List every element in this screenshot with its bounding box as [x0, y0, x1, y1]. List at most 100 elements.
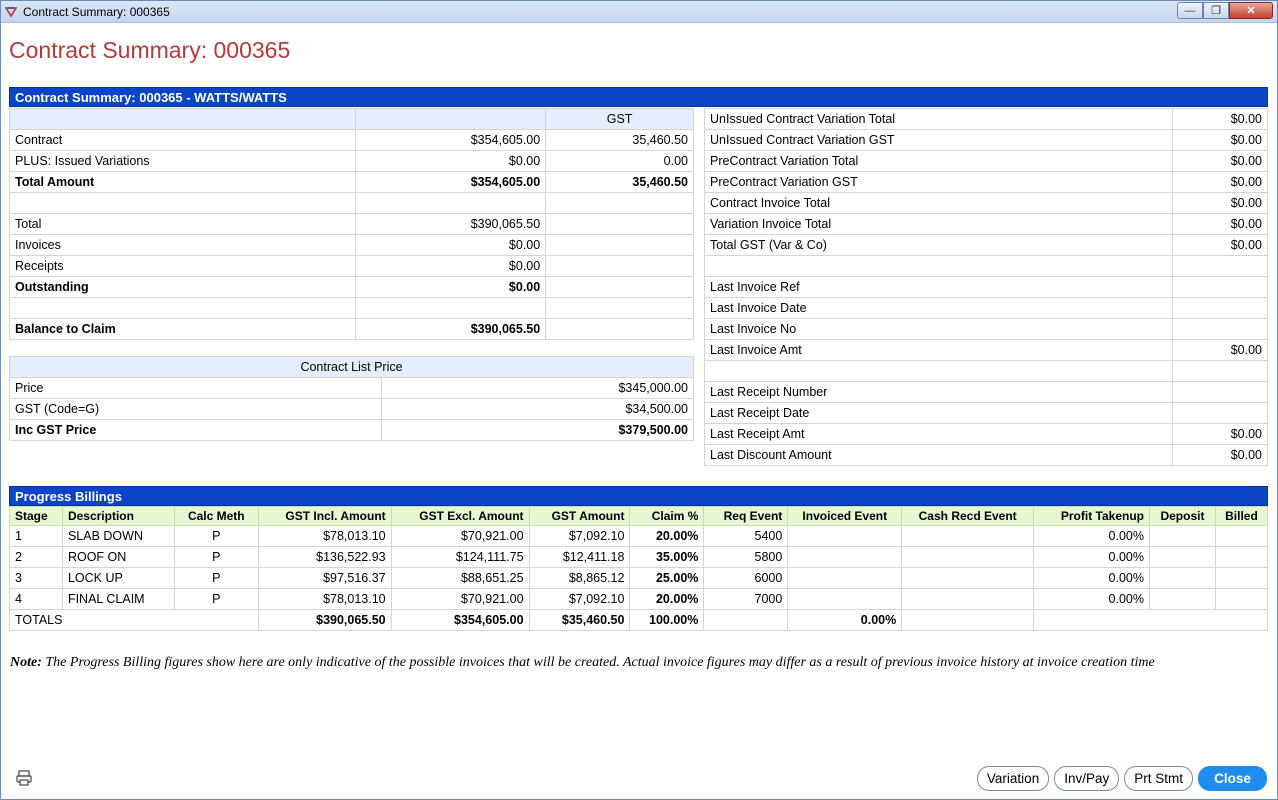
row-value: $0.00 — [1172, 171, 1268, 193]
table-row: Total $390,065.50 — [8, 213, 694, 235]
row-amount — [355, 192, 547, 214]
table-cell: P — [173, 525, 259, 547]
table-cell: LOCK UP — [61, 567, 175, 589]
table-cell: $88,651.25 — [390, 567, 530, 589]
table-row: Last Invoice No — [703, 318, 1268, 340]
row-value: $0.00 — [1172, 339, 1268, 361]
row-value: $0.00 — [1172, 192, 1268, 214]
table-cell: $78,013.10 — [257, 588, 392, 610]
table-cell — [1214, 525, 1269, 547]
row-label — [703, 255, 1174, 277]
window-title: Contract Summary: 000365 — [23, 4, 170, 19]
totals-cell — [901, 609, 1035, 631]
row-value — [1172, 402, 1268, 424]
totals-cell: $354,605.00 — [390, 609, 530, 631]
table-cell: FINAL CLAIM — [61, 588, 175, 610]
table-row — [703, 255, 1268, 277]
column-header: Stage — [9, 506, 63, 526]
row-gst — [545, 318, 694, 340]
table-cell — [901, 525, 1035, 547]
table-cell: SLAB DOWN — [61, 525, 175, 547]
print-icon[interactable] — [15, 769, 33, 787]
row-value — [1172, 276, 1268, 298]
variation-button[interactable]: Variation — [976, 766, 1050, 791]
table-cell — [901, 567, 1035, 589]
table-cell — [1149, 567, 1216, 589]
close-button[interactable]: Close — [1198, 766, 1267, 791]
row-label: Last Invoice Amt — [703, 339, 1174, 361]
table-cell: $136,522.93 — [257, 546, 392, 568]
column-header: Billed — [1214, 506, 1269, 526]
minimize-icon: — — [1184, 4, 1196, 17]
table-cell: $70,921.00 — [390, 525, 530, 547]
row-label: Contract Invoice Total — [703, 192, 1174, 214]
table-row — [8, 192, 694, 214]
table-cell: 3 — [9, 567, 63, 589]
header-cell-blank — [355, 108, 547, 130]
row-label: Price — [8, 377, 383, 399]
row-value: $0.00 — [1172, 108, 1268, 130]
title-bar: Contract Summary: 000365 — ❐ ✕ — [1, 1, 1277, 23]
app-logo-icon — [5, 6, 17, 18]
table-cell: P — [173, 588, 259, 610]
progress-billings-header: Progress Billings — [9, 486, 1268, 506]
progress-billings-section: Progress Billings Stage Description Calc M… — [9, 486, 1269, 631]
table-row: 1 SLAB DOWN P $78,013.10 $70,921.00 $7,092.10… — [9, 525, 1269, 547]
row-label: UnIssued Contract Variation GST — [703, 129, 1174, 151]
table-cell: 1 — [9, 525, 63, 547]
totals-cell — [703, 609, 789, 631]
table-cell: $78,013.10 — [257, 525, 392, 547]
column-header: Description — [61, 506, 175, 526]
row-label: Outstanding — [8, 276, 357, 298]
close-window-button[interactable]: ✕ — [1229, 2, 1273, 19]
row-label: Variation Invoice Total — [703, 213, 1174, 235]
totals-cell: $390,065.50 — [257, 609, 392, 631]
table-row: Invoices $0.00 — [8, 234, 694, 256]
table-cell: $7,092.10 — [528, 588, 631, 610]
gst-column-header: GST — [545, 108, 694, 130]
table-row: Contract Invoice Total $0.00 — [703, 192, 1268, 214]
table-row: Last Receipt Number — [703, 381, 1268, 403]
table-row: Outstanding $0.00 — [8, 276, 694, 298]
table-cell: P — [173, 567, 259, 589]
row-gst: 0.00 — [545, 150, 694, 172]
table-cell — [1214, 567, 1269, 589]
table-row: Total Amount $354,605.00 35,460.50 — [8, 171, 694, 193]
page-title: Contract Summary: 000365 — [9, 37, 291, 63]
table-cell — [787, 525, 903, 547]
row-label: Balance to Claim — [8, 318, 357, 340]
table-cell: ROOF ON — [61, 546, 175, 568]
row-label: UnIssued Contract Variation Total — [703, 108, 1174, 130]
row-gst — [545, 297, 694, 319]
row-gst: 35,460.50 — [545, 171, 694, 193]
row-gst — [545, 255, 694, 277]
table-row: Receipts $0.00 — [8, 255, 694, 277]
table-cell: $7,092.10 — [528, 525, 631, 547]
row-label: Total Amount — [8, 171, 357, 193]
action-buttons: Variation Inv/Pay Prt Stmt Close — [976, 766, 1267, 791]
print-statement-button[interactable]: Prt Stmt — [1124, 766, 1193, 791]
row-label: PLUS: Issued Variations — [8, 150, 357, 172]
minimize-button[interactable]: — — [1177, 2, 1203, 19]
row-value: $0.00 — [1172, 129, 1268, 151]
row-value — [1172, 381, 1268, 403]
restore-icon: ❐ — [1211, 5, 1221, 17]
row-gst: 35,460.50 — [545, 129, 694, 151]
table-row: Inc GST Price $379,500.00 — [8, 419, 694, 441]
totals-cell: 100.00% — [629, 609, 705, 631]
row-label: Last Receipt Amt — [703, 423, 1174, 445]
maximize-button[interactable]: ❐ — [1203, 2, 1229, 19]
table-cell — [901, 546, 1035, 568]
row-amount: $354,605.00 — [355, 171, 547, 193]
table-cell — [787, 546, 903, 568]
inv-pay-button[interactable]: Inv/Pay — [1054, 766, 1120, 791]
row-label: PreContract Variation GST — [703, 171, 1174, 193]
table-cell: 0.00% — [1033, 546, 1150, 568]
row-value — [1172, 297, 1268, 319]
row-amount: $354,605.00 — [355, 129, 547, 151]
table-row: 2 ROOF ON P $136,522.93 $124,111.75 $12,411.1… — [9, 546, 1269, 568]
totals-cell: $35,460.50 — [528, 609, 631, 631]
progress-header-row: Stage Description Calc Meth GST Incl. Amoun… — [9, 506, 1269, 526]
table-header-row: Contract List Price — [9, 356, 694, 378]
